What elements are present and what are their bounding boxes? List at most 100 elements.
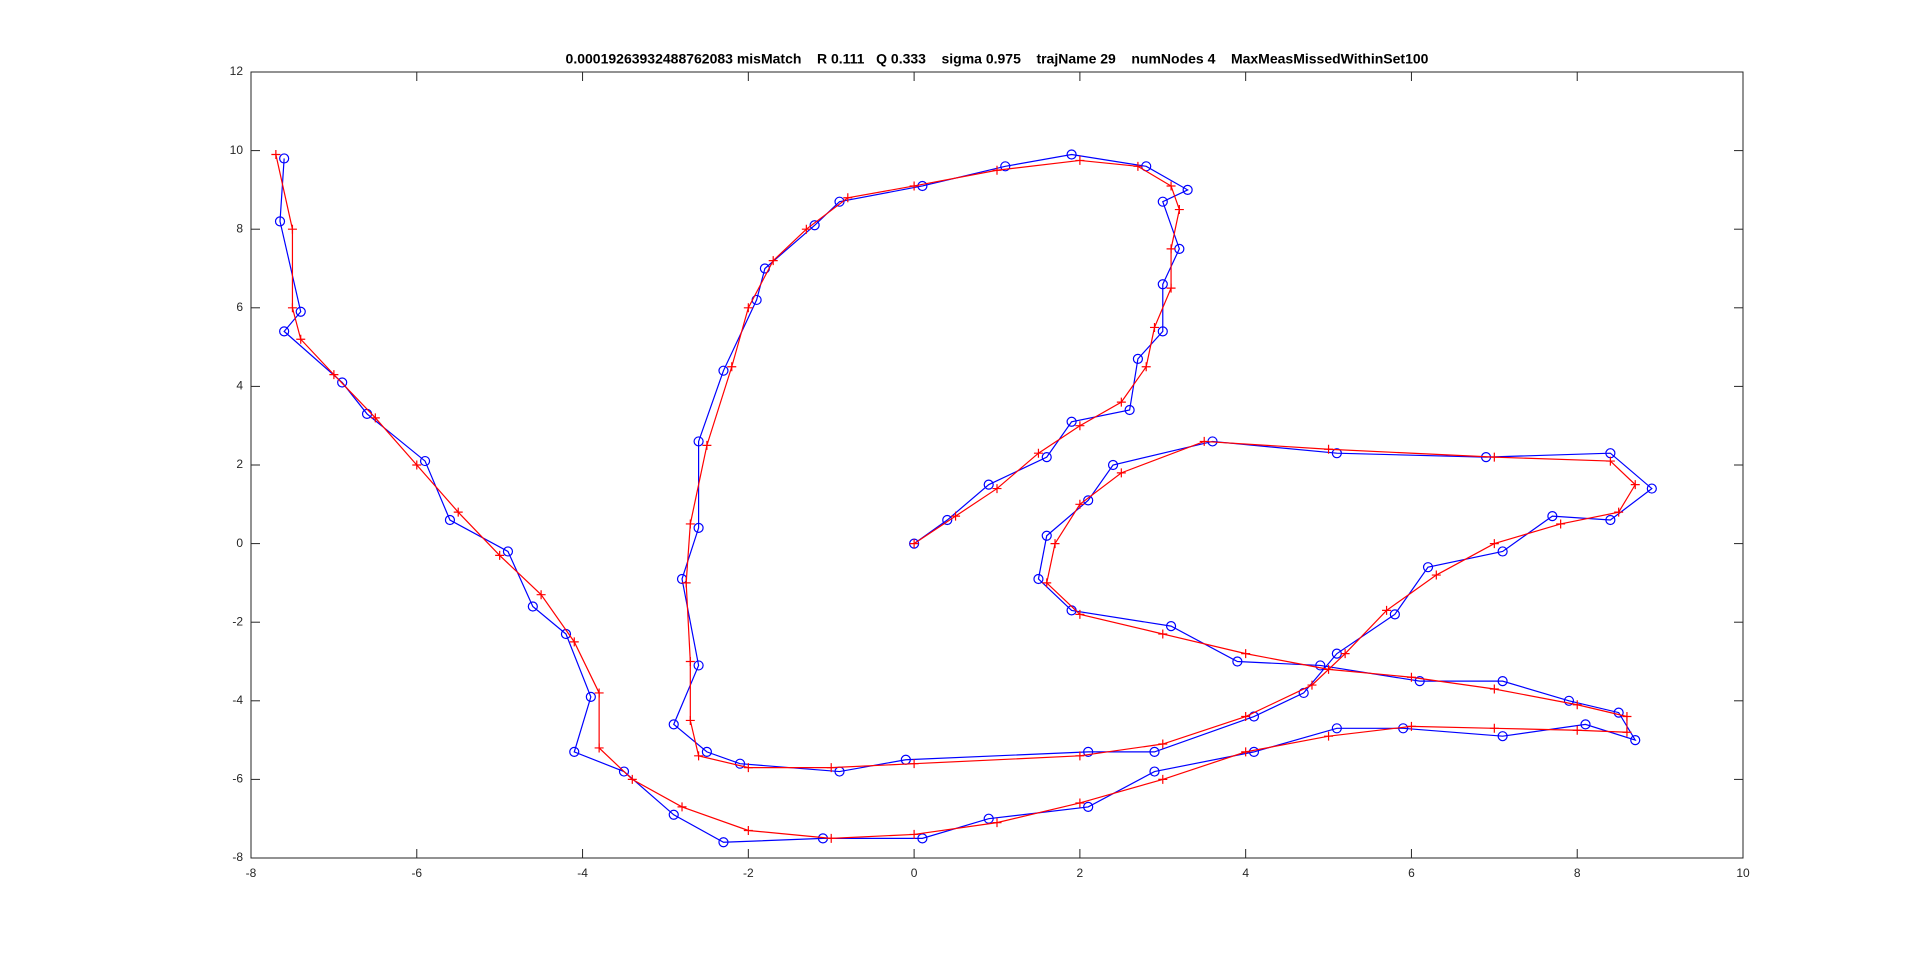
measurement-marker xyxy=(734,758,746,769)
estimate-marker xyxy=(1324,731,1334,741)
estimate-marker xyxy=(826,833,836,843)
estimate-marker xyxy=(287,224,297,234)
measurement-marker xyxy=(1083,495,1094,506)
y-tick-label: 2 xyxy=(236,457,243,471)
measurement-marker xyxy=(1083,801,1094,813)
estimate-marker xyxy=(1033,448,1043,458)
estimate-marker xyxy=(768,256,778,266)
measurement-marker xyxy=(1149,746,1160,757)
estimate-marker xyxy=(1158,774,1168,784)
measurement-marker xyxy=(701,746,712,757)
estimate-marker xyxy=(594,688,604,698)
estimate-marker xyxy=(743,763,753,773)
chart-title: 0.00019263932488762083 misMatch R 0.111 … xyxy=(566,51,1429,67)
estimate-marker xyxy=(909,181,919,191)
measurement-marker xyxy=(693,436,704,447)
measurement-marker xyxy=(1124,404,1135,416)
trajectory-line xyxy=(275,154,1637,839)
measurement-marker xyxy=(1000,161,1011,172)
estimate-marker xyxy=(1622,727,1632,737)
estimate-marker xyxy=(727,362,737,372)
measurement-marker xyxy=(1041,452,1052,463)
estimate-marker xyxy=(1406,721,1416,731)
measurement-marker xyxy=(1182,184,1193,195)
measurement-marker xyxy=(337,377,348,388)
estimate-marker xyxy=(1075,609,1085,619)
x-tick-label: -4 xyxy=(577,866,588,880)
estimate-marker xyxy=(743,825,753,835)
measurement-marker xyxy=(1157,279,1168,290)
measurement-marker xyxy=(917,833,928,844)
estimate-marker xyxy=(1158,629,1168,639)
measurement-marker xyxy=(1613,707,1624,718)
plot-area xyxy=(250,71,1744,859)
estimate-marker xyxy=(1324,444,1334,454)
trajectory-line xyxy=(279,153,1653,843)
estimate-marker xyxy=(569,637,579,647)
measurement-marker xyxy=(444,514,456,526)
estimate-marker xyxy=(702,440,712,450)
measurement-marker xyxy=(502,546,514,557)
measurement-marker xyxy=(1605,514,1616,526)
estimate-marker xyxy=(1489,723,1499,733)
estimate-marker xyxy=(909,539,919,549)
y-tick-label: -6 xyxy=(232,772,243,786)
measurement-marker xyxy=(279,326,290,337)
measurement-marker xyxy=(1497,731,1508,742)
estimate-marker xyxy=(694,751,704,761)
estimate-marker xyxy=(1133,161,1143,171)
x-tick-label: 10 xyxy=(1736,866,1750,880)
y-tick-label: 8 xyxy=(236,221,243,235)
estimate-marker xyxy=(826,763,836,773)
x-tick-label: 8 xyxy=(1574,866,1581,880)
measurement-marker xyxy=(668,809,679,820)
estimate-marker xyxy=(743,303,753,313)
estimate-marker xyxy=(1174,205,1184,215)
estimate-marker xyxy=(329,370,339,380)
x-tick-label: -2 xyxy=(743,866,754,880)
estimate-marker xyxy=(1116,468,1126,478)
estimate-marker xyxy=(627,774,637,784)
measurement-marker xyxy=(834,196,845,207)
measurement-marker xyxy=(718,837,729,848)
y-tick-label: -8 xyxy=(232,850,243,864)
measurement-marker xyxy=(1066,149,1077,160)
x-tick-label: -6 xyxy=(411,866,422,880)
estimate-marker xyxy=(1075,798,1085,808)
y-tick-label: 0 xyxy=(236,536,243,550)
measurement-marker xyxy=(1497,546,1508,557)
estimate-marker xyxy=(287,303,297,313)
estimate-marker xyxy=(1241,649,1251,659)
estimate-marker xyxy=(1572,725,1582,735)
series xyxy=(271,150,1640,843)
estimate-marker xyxy=(1340,649,1350,659)
measurement-marker xyxy=(1563,695,1575,706)
x-tick-label: 6 xyxy=(1408,866,1415,880)
estimate-marker xyxy=(677,802,687,812)
estimate-marker xyxy=(495,550,505,560)
estimate-marker xyxy=(1199,436,1209,446)
estimate-marker xyxy=(1166,244,1176,254)
measurement-marker xyxy=(1422,562,1434,573)
measurement-marker xyxy=(1646,483,1657,494)
measurement-marker xyxy=(1497,676,1508,687)
measurement-marker xyxy=(569,746,580,757)
estimate-marker xyxy=(1622,712,1632,722)
measurement-marker xyxy=(1331,723,1342,734)
estimate-marker xyxy=(992,484,1002,494)
estimate-marker xyxy=(685,715,695,725)
estimate-marker xyxy=(1556,519,1566,529)
measurement-marker xyxy=(419,455,431,467)
measurement-marker xyxy=(1157,196,1168,207)
measurement-marker xyxy=(1547,510,1558,522)
estimate-marker xyxy=(1075,499,1085,509)
estimate-marker xyxy=(1630,480,1640,490)
estimate-marker xyxy=(296,334,306,344)
estimate-marker xyxy=(801,224,811,234)
x-tick-label: 2 xyxy=(1077,866,1084,880)
x-tick-label: -8 xyxy=(246,866,257,880)
estimate-marker xyxy=(909,759,919,769)
measurement-marker xyxy=(274,216,286,227)
measurement-marker xyxy=(1331,448,1342,459)
